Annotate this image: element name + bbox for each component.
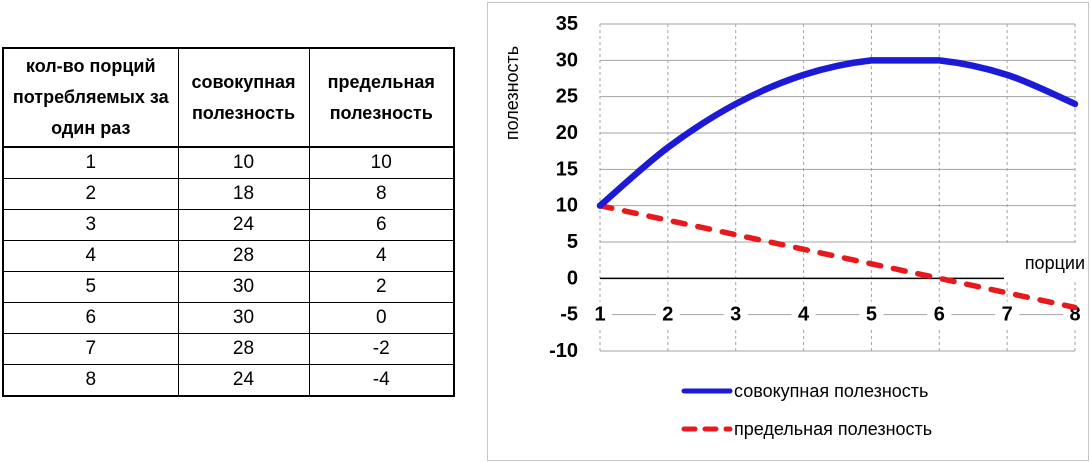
total-utility-line [596, 57, 1079, 209]
table-header-row: кол-во порций потребляемых за один раз с… [2, 47, 455, 148]
table-cell: 7 [2, 333, 179, 365]
table-row: 8 24 -4 [2, 364, 455, 397]
table-cell: 6 [2, 302, 179, 334]
y-tick-label: 5 [567, 231, 578, 253]
table-cell: 2 [308, 271, 455, 303]
table-cell: 30 [177, 302, 310, 334]
x-tick-label: 2 [662, 304, 673, 326]
legend-item-total-utility-line: совокупная полезность [681, 381, 928, 401]
table-row: 1 10 10 [2, 146, 455, 179]
table-cell: 0 [308, 302, 455, 334]
col-header-marginal-utility: предельная полезность [308, 47, 455, 148]
col-header-total-utility: совокупная полезность [177, 47, 310, 148]
y-axis-title: полезность [502, 46, 522, 140]
legend-label: предельная полезность [734, 419, 932, 439]
x-tick-label: 5 [866, 304, 877, 326]
table-cell: 3 [2, 209, 179, 241]
table-cell: 6 [308, 209, 455, 241]
y-tick-label: 20 [556, 122, 578, 144]
x-axis-title: порции [1025, 253, 1085, 273]
y-tick-label: 15 [556, 158, 578, 180]
table-row: 7 28 -2 [2, 333, 455, 365]
table-cell: 18 [177, 178, 310, 210]
y-tick-label: 10 [556, 195, 578, 217]
y-tick-label: 30 [556, 49, 578, 71]
table-cell: 8 [308, 178, 455, 210]
table-cell: 2 [2, 178, 179, 210]
table-row: 6 30 0 [2, 302, 455, 334]
x-tick-label: 4 [798, 304, 810, 326]
y-tick-label: 25 [556, 86, 578, 108]
y-tick-label: -5 [560, 304, 578, 326]
table-cell: -4 [308, 364, 455, 397]
col-header-portions: кол-во порций потребляемых за один раз [2, 47, 179, 148]
legend-label: совокупная полезность [734, 381, 928, 401]
y-tick-label: -10 [549, 340, 578, 362]
table-cell: 30 [177, 271, 310, 303]
table-row: 3 24 6 [2, 209, 455, 241]
table-cell: 10 [177, 146, 310, 179]
table-cell: 24 [177, 209, 310, 241]
table-row: 2 18 8 [2, 178, 455, 210]
table-cell: 24 [177, 364, 310, 397]
table-cell: 28 [177, 333, 310, 365]
table-cell: 4 [308, 240, 455, 272]
chart-canvas: порции 1 2 3 4 5 6 7 8 -10 -5 0 5 10 15 20 25 30 35 полезно… [502, 13, 1087, 439]
legend: совокупная полезность предельная полезнос… [681, 381, 932, 439]
table-row: 4 28 4 [2, 240, 455, 272]
table-cell: 28 [177, 240, 310, 272]
legend-item-marginal-utility-line: предельная полезность [681, 419, 932, 439]
x-tick-label: 3 [730, 304, 741, 326]
marginal-utility-line [597, 202, 1078, 311]
x-axis-title-backing [1004, 246, 1087, 280]
x-tick-label: 6 [934, 304, 945, 326]
utility-chart: порции 1 2 3 4 5 6 7 8 -10 -5 0 5 10 15 20 25 30 35 полезно… [487, 2, 1089, 461]
x-tick-label: 7 [1002, 304, 1013, 326]
utility-table: кол-во порций потребляемых за один раз с… [2, 47, 455, 397]
vertical-gridlines [599, 24, 1076, 351]
table-cell: 10 [308, 146, 455, 179]
y-axis-ticks: -10 -5 0 5 10 15 20 25 30 35 [549, 13, 578, 362]
table-cell: 4 [2, 240, 179, 272]
table-row: 5 30 2 [2, 271, 455, 303]
y-tick-label: 35 [556, 13, 578, 35]
table-cell: -2 [308, 333, 455, 365]
x-tick-label: 8 [1069, 304, 1080, 326]
y-tick-label: 0 [567, 267, 578, 289]
table-cell: 8 [2, 364, 179, 397]
x-tick-label: 1 [594, 304, 605, 326]
table-cell: 5 [2, 271, 179, 303]
table-cell: 1 [2, 146, 179, 179]
